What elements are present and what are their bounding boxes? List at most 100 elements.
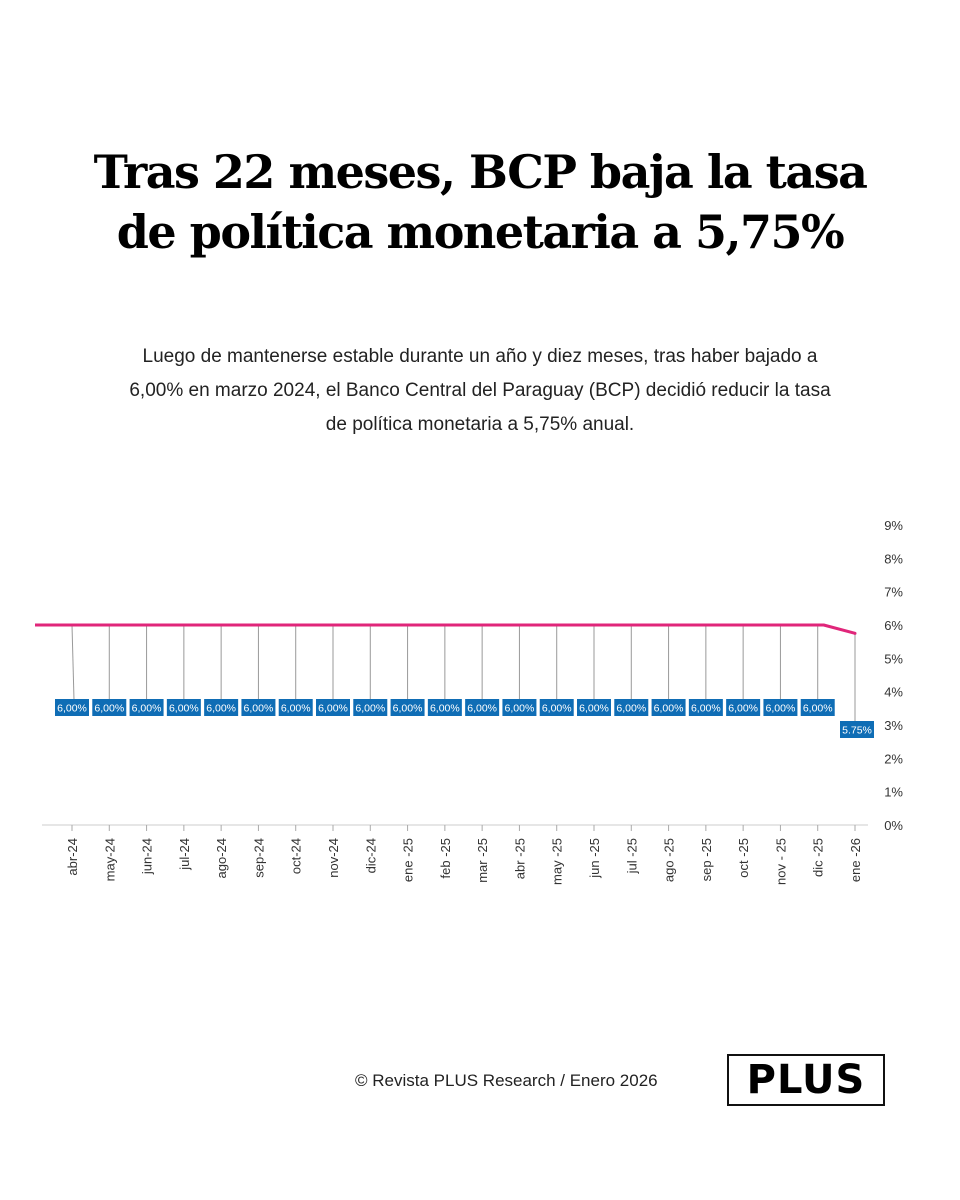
x-tick-label: dic-24 [363, 838, 378, 873]
x-tick-label: abr -25 [512, 838, 527, 879]
x-tick-label: nov - 25 [773, 838, 788, 885]
data-label: 6,00% [393, 703, 423, 715]
data-label-box [316, 699, 350, 716]
data-point [256, 623, 260, 627]
x-tick-label: nov-24 [326, 838, 341, 878]
x-tick-label: jun-24 [140, 838, 155, 875]
data-label: 6,00% [430, 703, 460, 715]
data-label-box [390, 699, 425, 716]
data-point [853, 631, 857, 635]
data-label: 6,00% [728, 703, 758, 715]
y-tick-label: 1% [884, 785, 903, 800]
x-tick-label: jun -25 [587, 838, 602, 879]
plus-logo: PLUS [727, 1054, 885, 1106]
data-point [517, 623, 521, 627]
y-tick-label: 8% [884, 551, 903, 566]
data-point [704, 623, 708, 627]
x-tick-label: jul -25 [624, 838, 639, 874]
data-label-box [614, 699, 649, 716]
data-label-box [204, 699, 239, 716]
data-label-box [800, 699, 835, 716]
data-label: 6,00% [355, 703, 385, 715]
data-label-box [763, 699, 798, 716]
x-tick-label: ene -25 [401, 838, 416, 882]
data-label: 6,00% [654, 703, 684, 715]
chart-title: Tras 22 meses, BCP baja la tasa de polít… [93, 145, 868, 259]
data-label: 6,00% [281, 703, 311, 715]
data-label-box [651, 699, 686, 716]
data-label: 6,00% [132, 703, 162, 715]
data-label: 6,00% [467, 703, 497, 715]
data-label-box [502, 699, 537, 716]
y-tick-label: 3% [884, 718, 903, 733]
data-point [778, 623, 782, 627]
y-tick-label: 0% [884, 818, 903, 833]
data-label: 6,00% [579, 703, 609, 715]
x-tick-label: oct-24 [289, 838, 304, 874]
data-point [331, 623, 335, 627]
data-point [219, 623, 223, 627]
data-label-box [840, 721, 874, 738]
x-tick-label: ago-24 [214, 838, 229, 878]
data-label: 6,00% [206, 703, 236, 715]
x-tick-label: ago -25 [662, 838, 677, 882]
data-label-box [92, 699, 127, 716]
y-tick-label: 2% [884, 751, 903, 766]
data-label: 6,00% [616, 703, 646, 715]
data-point [629, 623, 633, 627]
data-label: 6,00% [803, 703, 833, 715]
data-label-box [278, 699, 313, 716]
data-label: 6,00% [766, 703, 796, 715]
data-label-box [539, 699, 574, 716]
data-point [816, 623, 820, 627]
data-point [70, 623, 74, 627]
data-point [406, 623, 410, 627]
data-label: 6,00% [542, 703, 572, 715]
data-point [480, 623, 484, 627]
data-label: 6,00% [318, 703, 348, 715]
y-tick-label: 7% [884, 585, 903, 600]
data-label-box [353, 699, 388, 716]
data-label: 6,00% [244, 703, 274, 715]
data-label-box [465, 699, 500, 716]
data-label-box [129, 699, 164, 716]
y-tick-label: 6% [884, 618, 903, 633]
data-label: 6,00% [57, 703, 87, 715]
data-point [741, 623, 745, 627]
data-point [667, 623, 671, 627]
y-tick-label: 4% [884, 685, 903, 700]
y-tick-label: 9% [884, 518, 903, 533]
leader-line [71, 624, 75, 701]
data-label: 6,00% [505, 703, 535, 715]
data-label: 6,00% [691, 703, 721, 715]
data-label-box [427, 699, 462, 716]
data-label-box [241, 699, 276, 716]
data-point [443, 623, 447, 627]
line-chart: 0% 1% 2% 3% 4% 5% 6% 7% 8% 9% abr-24 may-24 jun-24 ju… [35, 518, 903, 885]
data-point [592, 623, 596, 627]
x-tick-label: dic -25 [811, 838, 826, 877]
x-tick-label: jul-24 [177, 838, 192, 871]
data-label-box [166, 699, 201, 716]
chart-subtitle: Luego de mantenerse estable durante un a… [129, 346, 831, 435]
data-point [368, 623, 372, 627]
data-label-box [726, 699, 761, 716]
x-tick-label: mar -25 [475, 838, 490, 883]
data-point [555, 623, 559, 627]
y-tick-label: 5% [884, 651, 903, 666]
data-label: 5.75% [842, 725, 872, 737]
x-tick-label: feb -25 [438, 838, 453, 878]
x-tick-label: oct -25 [736, 838, 751, 878]
data-point [107, 623, 111, 627]
data-point [145, 623, 149, 627]
data-label-box [55, 699, 89, 716]
x-tick-label: may -25 [550, 838, 565, 885]
x-tick-label: sep -25 [699, 838, 714, 881]
data-point [294, 623, 298, 627]
data-label-box [577, 699, 611, 716]
data-label: 6,00% [94, 703, 124, 715]
data-label: 6,00% [169, 703, 199, 715]
x-tick-label: abr-24 [65, 838, 80, 876]
x-tick-label: may-24 [102, 838, 117, 881]
source-credit: © Revista PLUS Research / Enero 2026 [355, 1071, 658, 1090]
